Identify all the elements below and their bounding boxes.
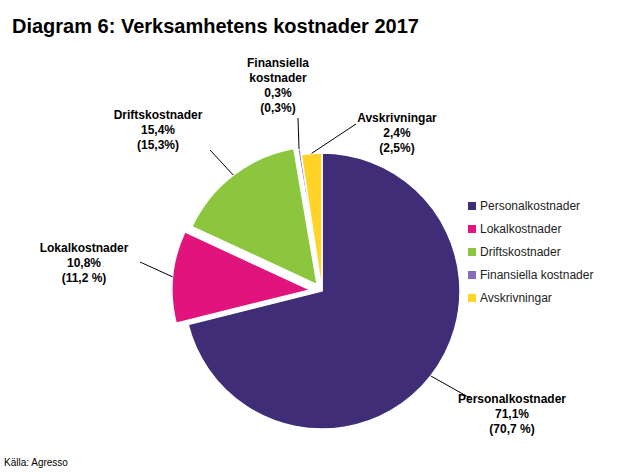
legend-swatch xyxy=(468,294,476,302)
pie-slice xyxy=(301,153,322,291)
leader-line xyxy=(140,262,173,277)
chart: Diagram 6: Verksamhetens kostnader 2017 K… xyxy=(0,0,628,472)
slice-previous-value: (11,2 %) xyxy=(62,271,107,285)
slice-name: Driftskostnader xyxy=(114,108,203,122)
slice-previous-value: (70,7 %) xyxy=(489,422,534,436)
legend-swatch xyxy=(468,202,476,210)
pie xyxy=(172,149,460,429)
leader-line xyxy=(210,150,233,175)
slice-value: 10,8% xyxy=(67,256,101,270)
title: Diagram 6: Verksamhetens kostnader 2017 xyxy=(12,15,419,37)
slice-name: Lokalkostnader xyxy=(40,241,129,255)
legend-label: Avskrivningar xyxy=(480,291,552,305)
legend-label: Driftskostnader xyxy=(480,245,561,259)
legend-label: Personalkostnader xyxy=(480,199,580,213)
legend-label: Finansiella kostnader xyxy=(480,268,593,282)
slice-label: Personalkostnader71,1%(70,7 %) xyxy=(458,392,566,436)
slice-previous-value: (2,5%) xyxy=(379,141,414,155)
slice-value: 2,4% xyxy=(383,126,411,140)
legend-label: Lokalkostnader xyxy=(480,222,561,236)
background xyxy=(0,0,628,472)
pie-slice xyxy=(192,149,317,285)
slice-label: Avskrivningar2,4%(2,5%) xyxy=(357,111,437,155)
data-labels: Personalkostnader71,1%(70,7 %) Lokalkostn… xyxy=(40,56,567,436)
slice-previous-value: (0,3%) xyxy=(260,101,295,115)
leader-line xyxy=(298,118,299,149)
chart-container: Diagram 6: Verksamhetens kostnader 2017 K… xyxy=(0,0,628,472)
slice-value: 0,3% xyxy=(264,86,292,100)
source: Källa: Agresso xyxy=(4,457,68,468)
slice-label: Lokalkostnader10,8%(11,2 %) xyxy=(40,241,129,285)
slice-value: 15,4% xyxy=(141,123,175,137)
legend: Personalkostnader Lokalkostnader Driftskos… xyxy=(468,199,593,305)
slice-name: Avskrivningar xyxy=(357,111,437,125)
leader-line xyxy=(312,124,356,153)
slice-name: Finansiella xyxy=(247,56,309,70)
slice-name: Personalkostnader xyxy=(458,392,566,406)
slice-name: kostnader xyxy=(249,71,307,85)
legend-swatch xyxy=(468,248,476,256)
slice-label: Finansiellakostnader0,3%(0,3%) xyxy=(247,56,309,115)
legend-swatch xyxy=(468,225,476,233)
slice-previous-value: (15,3%) xyxy=(137,138,179,152)
slice-value: 71,1% xyxy=(495,407,529,421)
slice-label: Driftskostnader15,4%(15,3%) xyxy=(114,108,203,152)
legend-swatch xyxy=(468,271,476,279)
